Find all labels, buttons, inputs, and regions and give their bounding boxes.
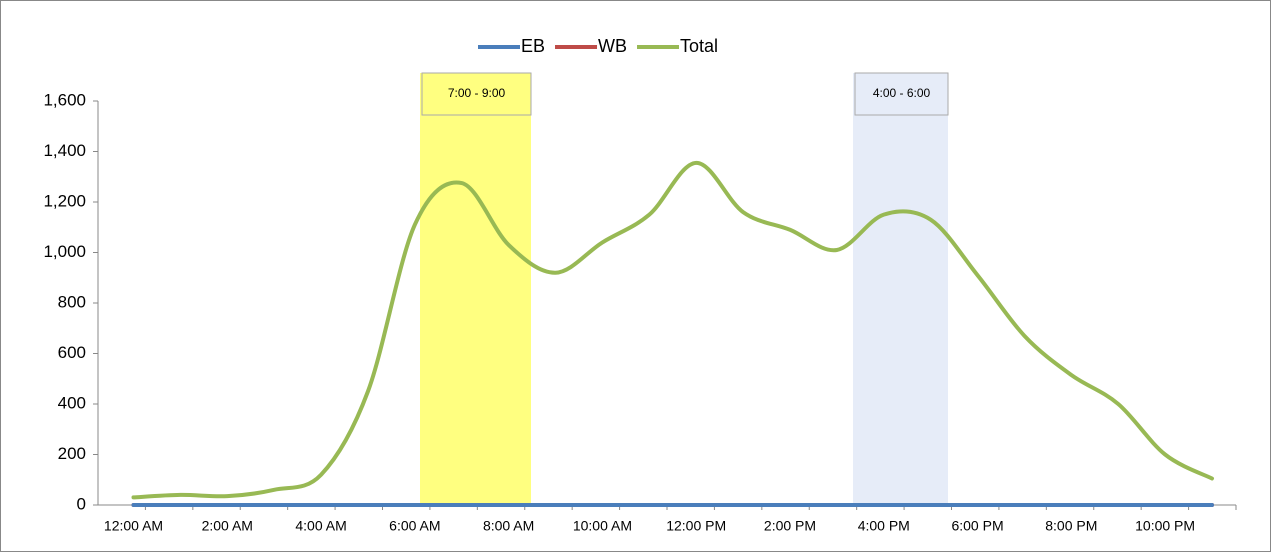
x-tick-label: 12:00 AM xyxy=(104,518,163,534)
x-tick-label: 2:00 PM xyxy=(764,518,816,534)
x-tick-label: 8:00 PM xyxy=(1045,518,1097,534)
x-tick-label: 8:00 AM xyxy=(483,518,534,534)
x-tick-label: 10:00 PM xyxy=(1135,518,1195,534)
y-tick-label: 800 xyxy=(58,292,86,311)
highlight-region xyxy=(420,73,531,505)
series-line xyxy=(131,160,1214,500)
annotation-label: 4:00 - 6:00 xyxy=(873,86,931,100)
annotation-label: 7:00 - 9:00 xyxy=(448,86,506,100)
y-tick-label: 200 xyxy=(58,444,86,463)
x-tick-label: 2:00 AM xyxy=(202,518,253,534)
y-tick-label: 400 xyxy=(58,393,86,412)
x-tick-label: 10:00 AM xyxy=(573,518,632,534)
y-tick-label: 1,200 xyxy=(43,191,86,210)
y-tick-label: 600 xyxy=(58,343,86,362)
legend-label: Total xyxy=(680,36,718,56)
x-tick-label: 6:00 PM xyxy=(951,518,1003,534)
legend-label: EB xyxy=(521,36,545,56)
x-tick-label: 4:00 PM xyxy=(858,518,910,534)
y-tick-label: 1,600 xyxy=(43,90,86,109)
y-tick-label: 0 xyxy=(77,494,86,513)
x-tick-label: 4:00 AM xyxy=(295,518,346,534)
legend-label: WB xyxy=(598,36,627,56)
y-tick-label: 1,000 xyxy=(43,242,86,261)
x-tick-label: 12:00 PM xyxy=(666,518,726,534)
highlight-region xyxy=(853,73,948,505)
y-tick-label: 1,400 xyxy=(43,141,86,160)
annotation-box xyxy=(854,72,949,116)
x-tick-label: 6:00 AM xyxy=(389,518,440,534)
annotation-box xyxy=(421,72,532,116)
